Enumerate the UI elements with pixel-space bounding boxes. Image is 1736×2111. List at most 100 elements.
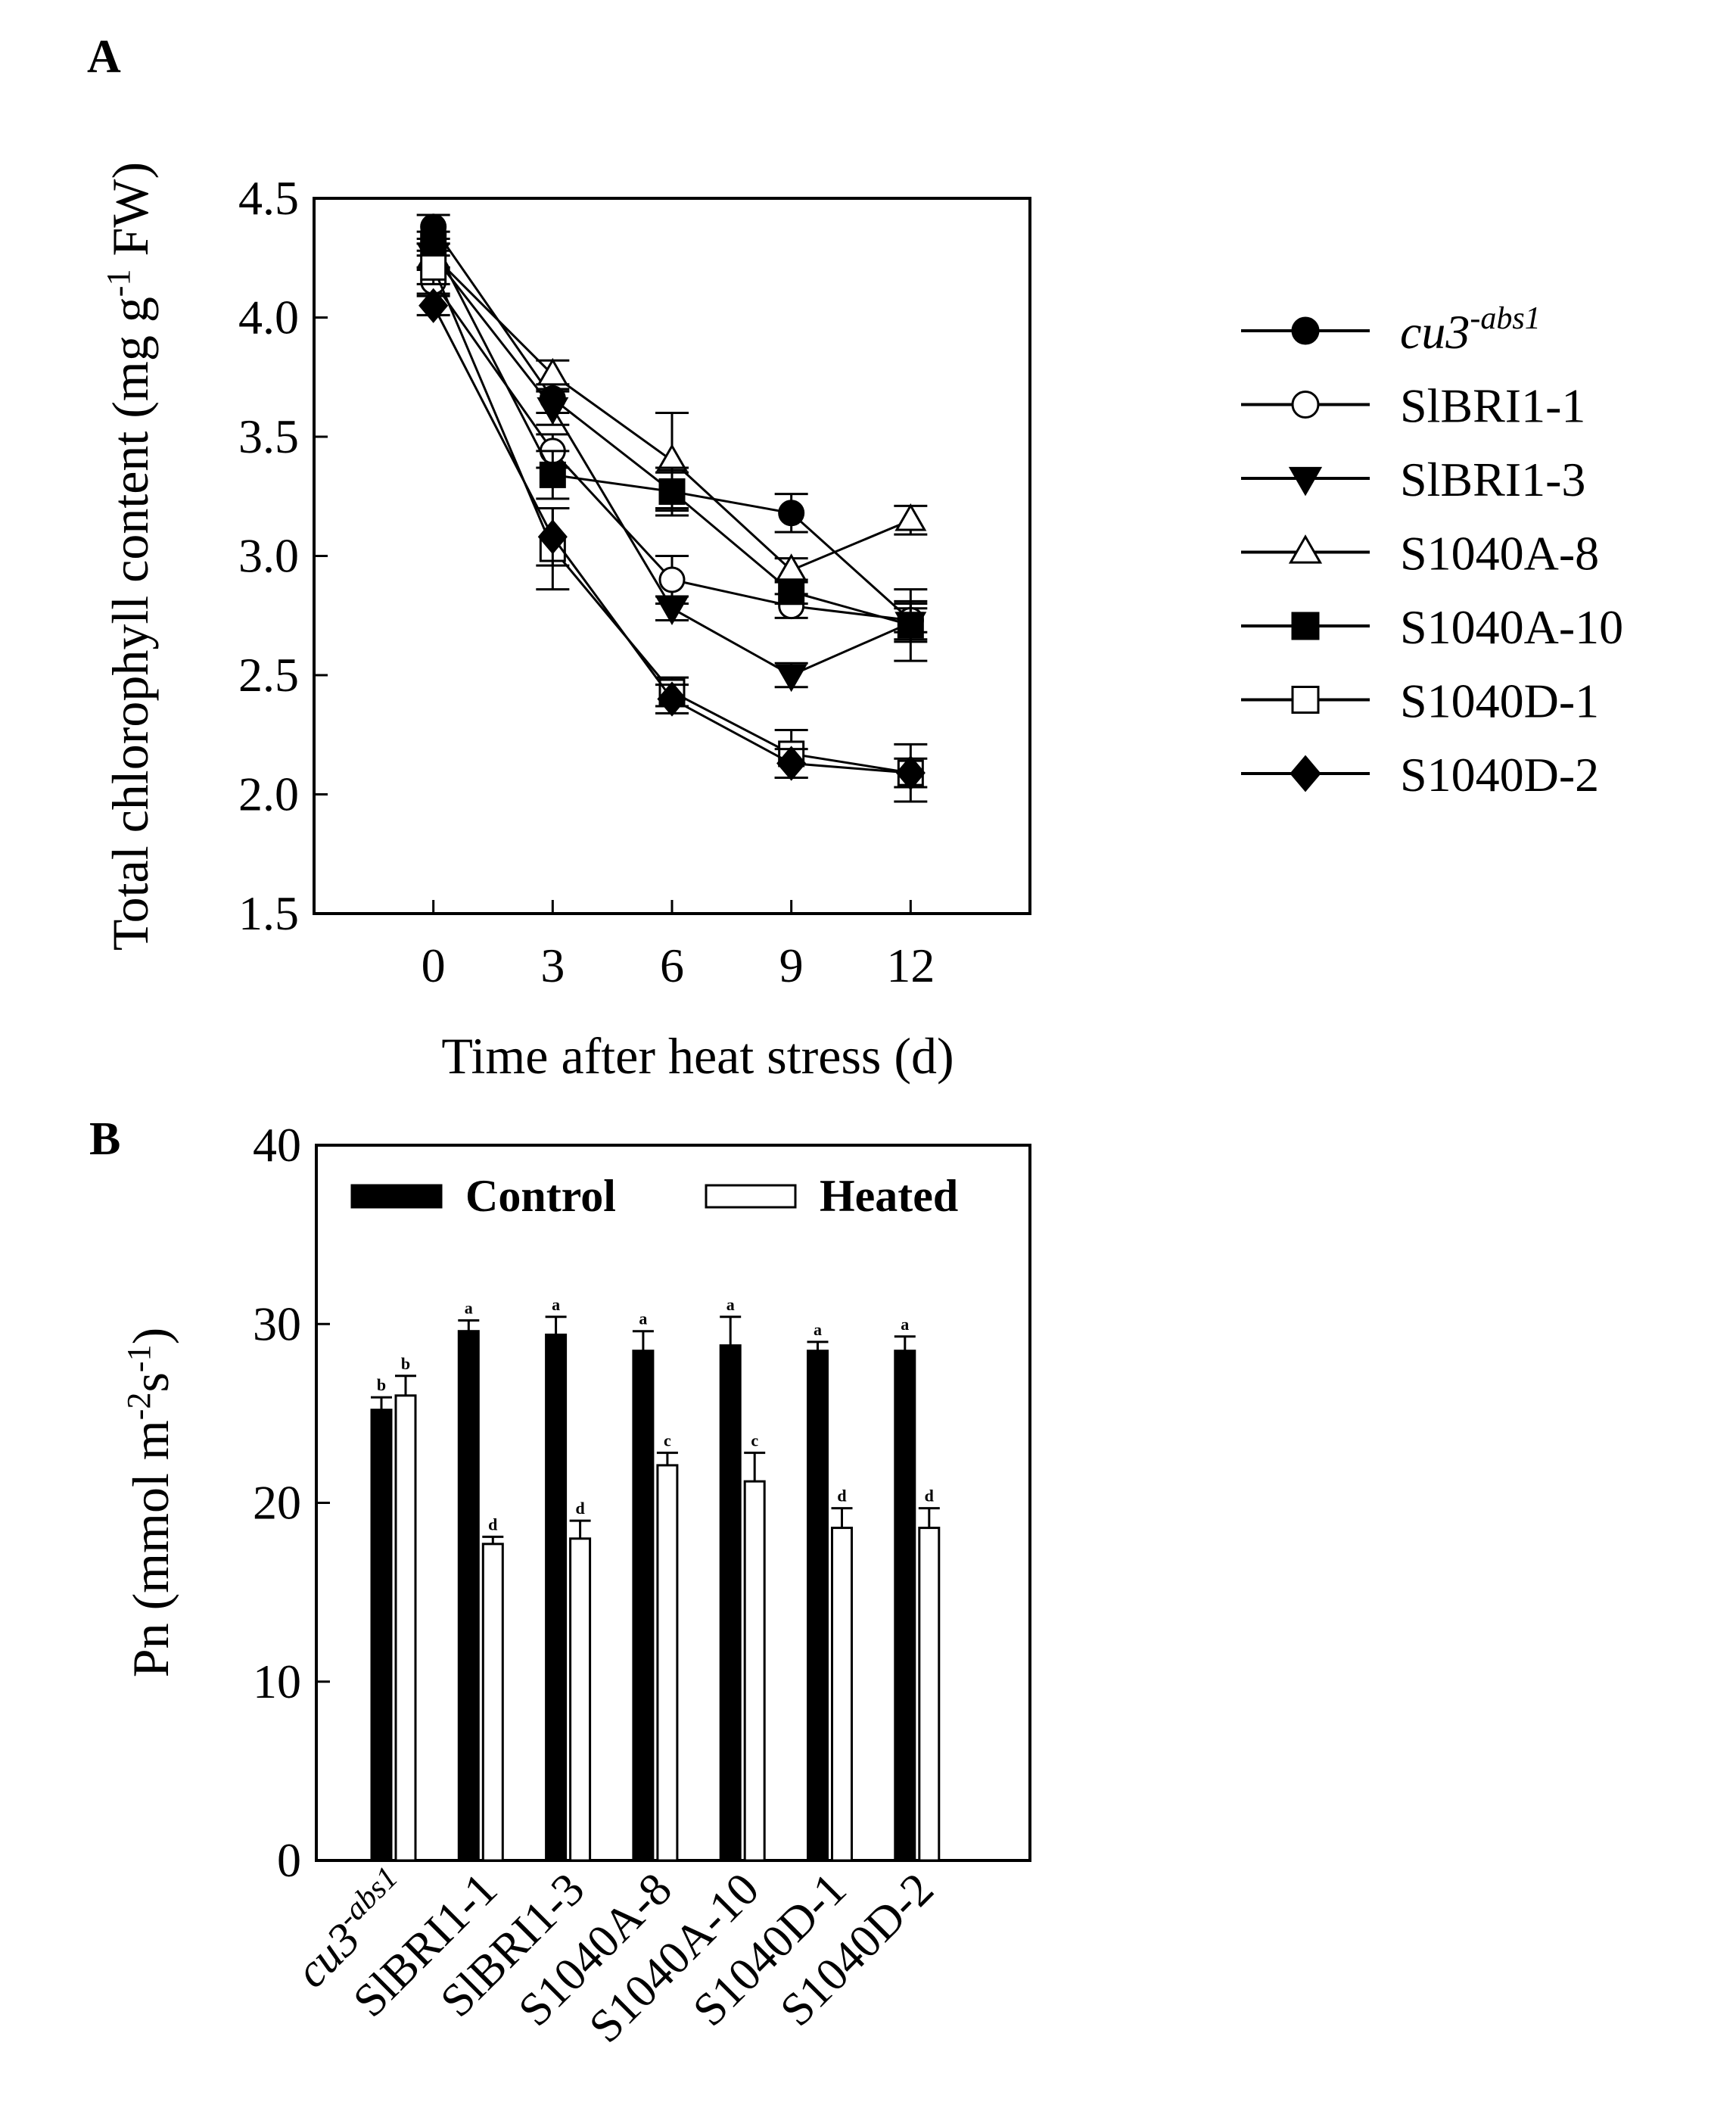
legend-label: S1040A-8: [1400, 527, 1599, 581]
y-tick-label: 40: [253, 1118, 301, 1172]
legend-marker: [1291, 391, 1320, 419]
legend-marker: [1288, 466, 1323, 497]
panel-a-x-axis: 0 3 6 9 12: [422, 900, 935, 992]
bar-control: [632, 1350, 655, 1862]
significance-letter: b: [401, 1354, 410, 1373]
bar-control: [719, 1344, 742, 1862]
data-point: [539, 461, 566, 488]
bar-control: [545, 1333, 568, 1862]
bar-heated: [481, 1543, 504, 1862]
y-tick-label: 1.5: [238, 886, 299, 940]
panel-b-legend: Control Heated: [350, 1171, 958, 1221]
data-point: [657, 681, 687, 717]
panel-b-category-labels: cu3-abs1SlBRI1-1SlBRI1-3S1040A-8S1040A-1…: [286, 1860, 944, 2053]
y-tick-label: 3.5: [238, 409, 299, 463]
data-point: [778, 578, 805, 606]
bar-control: [457, 1330, 480, 1862]
data-point: [658, 478, 686, 505]
data-point: [775, 664, 807, 693]
y-tick-label: 20: [253, 1476, 301, 1530]
panel-a-y-axis-title: Total chlorophyll content (mg g-1 FW): [100, 162, 159, 951]
significance-letter: b: [377, 1375, 386, 1394]
significance-letter: c: [664, 1431, 671, 1449]
panel-a-y-axis: 1.5 2.0 2.5 3.0 3.5 4.0 4.5: [238, 171, 328, 940]
y-tick-label: 2.0: [238, 767, 299, 821]
data-point: [895, 755, 926, 791]
legend-marker: [1291, 686, 1320, 714]
bar-control: [370, 1409, 393, 1862]
significance-letter: a: [552, 1295, 560, 1314]
data-point: [656, 597, 688, 626]
bar-heated: [743, 1480, 766, 1862]
panel-b-bars: bb a d a d a c a c a d a d: [370, 1295, 941, 1862]
significance-letter: a: [901, 1315, 909, 1334]
y-tick-label: 30: [253, 1297, 301, 1350]
x-tick-label: 9: [779, 939, 804, 992]
panel-a-series: [416, 213, 928, 803]
legend-entry-heated: Heated: [705, 1171, 958, 1221]
panel-b-y-axis-title: Pn (mmol m-2s-1): [120, 1328, 179, 1677]
bar-heated: [394, 1394, 417, 1862]
bar-heated: [656, 1464, 679, 1862]
data-point: [418, 288, 449, 323]
bar-heated: [831, 1527, 853, 1862]
significance-letter: c: [751, 1431, 758, 1449]
y-tick-label: 4.0: [238, 291, 299, 344]
bar-control: [807, 1350, 829, 1862]
significance-letter: d: [837, 1487, 846, 1505]
significance-letter: a: [465, 1299, 473, 1318]
legend-marker: [1290, 755, 1321, 792]
y-tick-label: 0: [277, 1833, 301, 1887]
panel-b: B 0 10 20 30 40 Pn (mmol m-2s-1) Control Heat…: [89, 1113, 1031, 2053]
x-tick-label: 6: [660, 939, 684, 992]
legend-entry-2: SlBRI1-1: [1241, 379, 1585, 433]
legend-marker: [1291, 612, 1320, 640]
legend-marker: [1291, 316, 1320, 345]
x-tick-label: 12: [886, 939, 935, 992]
legend-entry-6: S1040D-1: [1241, 674, 1599, 728]
legend-swatch: [705, 1184, 797, 1209]
series-7: [416, 288, 928, 791]
panel-a-letter: A: [87, 31, 121, 83]
significance-letter: a: [726, 1295, 735, 1314]
panel-b-letter: B: [89, 1113, 120, 1165]
legend-entry-1: cu3-abs1: [1241, 301, 1541, 359]
significance-letter: a: [814, 1320, 822, 1339]
data-point: [776, 746, 807, 781]
x-tick-label: 0: [422, 939, 446, 992]
legend-entry-4: S1040A-8: [1241, 527, 1599, 581]
panel-a-legend: cu3-abs1 SlBRI1-1 SlBRI1-3 S1040A-8 S1040A-1…: [1241, 301, 1623, 802]
legend-label: S1040D-1: [1400, 674, 1599, 728]
legend-label: Heated: [820, 1171, 958, 1221]
data-point: [537, 519, 568, 555]
legend-label: SlBRI1-1: [1400, 379, 1585, 433]
data-point: [537, 397, 569, 425]
legend-entry-control: Control: [350, 1171, 616, 1221]
legend-entry-3: SlBRI1-3: [1241, 453, 1585, 506]
significance-letter: d: [925, 1487, 934, 1505]
legend-label: SlBRI1-3: [1400, 453, 1585, 506]
legend-label: S1040A-10: [1400, 600, 1623, 654]
legend-label: S1040D-2: [1400, 748, 1599, 802]
data-point: [778, 500, 805, 527]
data-point: [537, 357, 569, 386]
legend-swatch: [350, 1184, 443, 1209]
bar-heated: [918, 1527, 941, 1862]
bar-control: [894, 1350, 916, 1862]
legend-entry-7: S1040D-2: [1241, 748, 1599, 802]
data-point: [894, 503, 927, 531]
panel-b-y-axis: 0 10 20 30 40: [253, 1118, 330, 1887]
panel-a-x-axis-title: Time after heat stress (d): [441, 1027, 954, 1085]
legend-entry-5: S1040A-10: [1241, 600, 1623, 654]
y-tick-label: 2.5: [238, 648, 299, 702]
legend-marker: [1288, 534, 1323, 564]
y-tick-label: 10: [253, 1655, 301, 1708]
panel-a: A 1.5 2.0 2.5 3.0 3.5 4.0 4.5 0 3 6 9 12 Total chl…: [87, 31, 1623, 1085]
significance-letter: d: [575, 1499, 584, 1518]
significance-letter: a: [639, 1309, 647, 1328]
legend-label: cu3-abs1: [1400, 301, 1541, 359]
bar-heated: [569, 1537, 592, 1862]
significance-letter: d: [488, 1515, 497, 1533]
y-tick-label: 4.5: [238, 171, 299, 225]
